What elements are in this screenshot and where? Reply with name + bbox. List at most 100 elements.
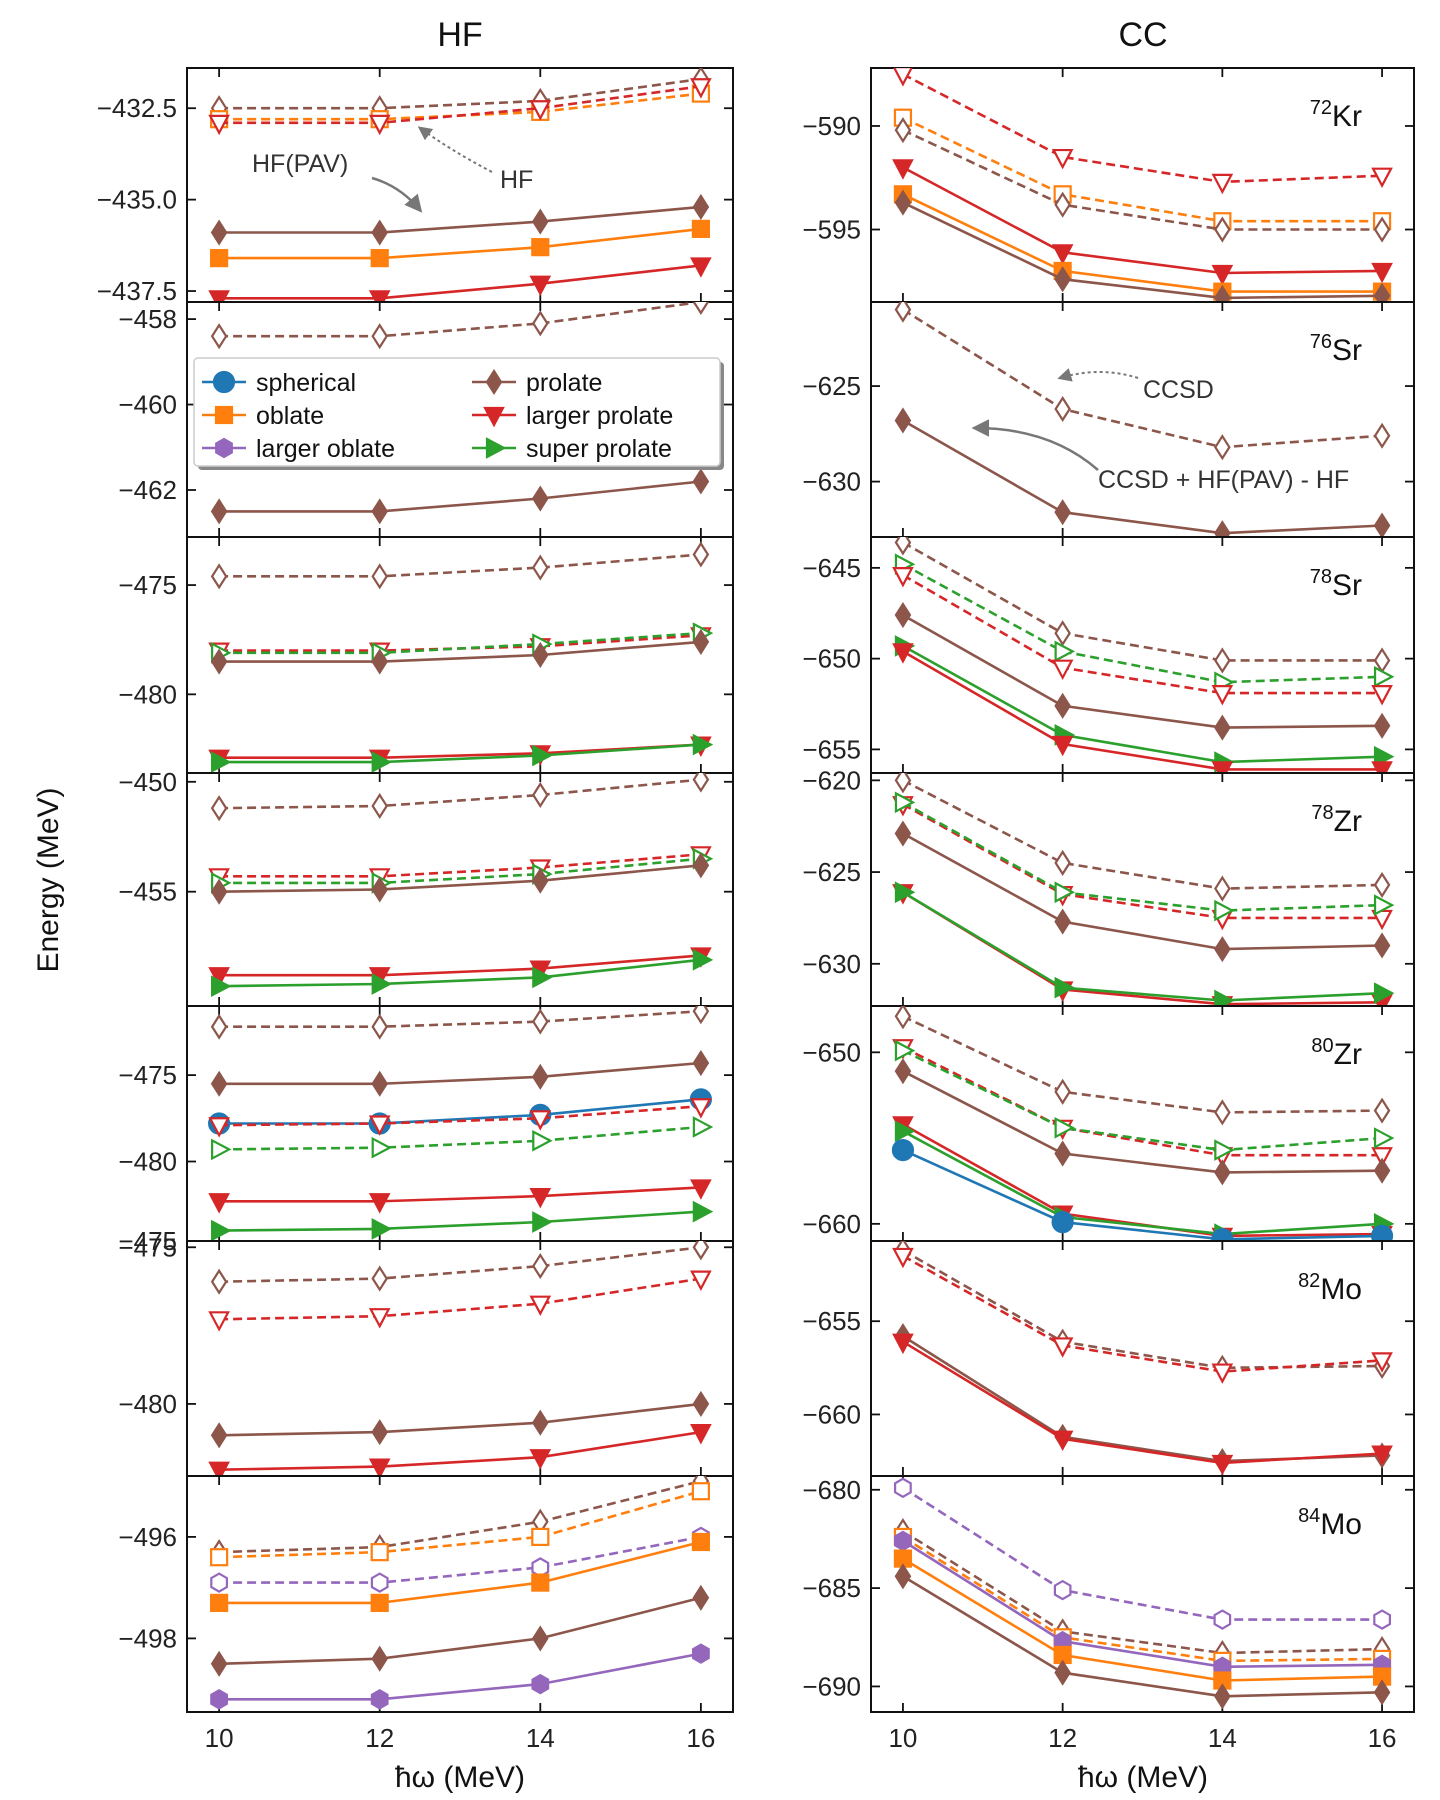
data-point-prolate bbox=[894, 602, 912, 629]
data-point-prolate bbox=[1054, 266, 1071, 293]
panel-cc-1: −625 −630 76Sr bbox=[802, 301, 1415, 538]
data-point-prolate bbox=[1373, 282, 1391, 302]
data-point-prolate bbox=[1054, 849, 1071, 876]
series-group bbox=[210, 302, 710, 525]
panel-hf-4: −475 −480 −475 bbox=[118, 1005, 734, 1256]
data-point-prolate bbox=[371, 1419, 389, 1446]
y-tick-label: −475 bbox=[118, 570, 177, 600]
y-axis-label: Energy (MeV) bbox=[32, 787, 65, 972]
nucleus-mass: 78 bbox=[1310, 566, 1332, 588]
data-point-larger_prolate bbox=[1051, 735, 1074, 757]
data-point-prolate bbox=[210, 1070, 228, 1097]
legend-box bbox=[193, 357, 721, 467]
series-line-spherical-solid bbox=[219, 1098, 702, 1125]
data-point-super_prolate bbox=[894, 1120, 916, 1143]
x-tick-label: 16 bbox=[1368, 1723, 1397, 1753]
series-line-super_prolate-dashed bbox=[219, 631, 701, 655]
data-point-prolate bbox=[1054, 395, 1071, 423]
data-point-prolate bbox=[371, 876, 389, 903]
data-point-super_prolate bbox=[1373, 665, 1395, 688]
data-point-larger_prolate bbox=[1211, 761, 1234, 773]
series-line-larger_prolate-dashed bbox=[219, 853, 702, 878]
data-point-larger_prolate bbox=[208, 1117, 230, 1138]
panel-hf-3: −450 −455 bbox=[118, 767, 734, 1007]
series-line-prolate-dashed bbox=[902, 308, 1383, 449]
series-line-prolate-solid bbox=[219, 480, 702, 513]
y-tick-label: −620 bbox=[802, 765, 861, 795]
nucleus-label: 80Zr bbox=[1311, 1035, 1362, 1071]
series-line-prolate-solid bbox=[219, 1061, 702, 1086]
data-point-larger_prolate bbox=[208, 114, 230, 136]
y-tick-label: −435.0 bbox=[97, 185, 177, 215]
y-tick-label: −475 bbox=[118, 1226, 177, 1256]
data-point-larger_prolate bbox=[1051, 659, 1074, 681]
legend: spherical prolate oblate larger prolate larg… bbox=[193, 357, 724, 470]
data-point-prolate bbox=[371, 498, 389, 525]
series-group bbox=[892, 773, 1395, 1006]
y-tick-label: −660 bbox=[802, 1399, 861, 1429]
y-tick-label: −630 bbox=[802, 467, 861, 497]
nucleus-element: Kr bbox=[1332, 100, 1362, 133]
panels: −432.5−435.0−437.5−458−460−462−475−480−4… bbox=[97, 67, 1415, 1753]
panel-hf-2: −475 −480 bbox=[118, 536, 734, 774]
data-point-prolate bbox=[1214, 936, 1231, 963]
series-line-oblate-dashed bbox=[902, 116, 1383, 223]
data-point-super_prolate bbox=[371, 751, 393, 773]
data-point-prolate bbox=[371, 1013, 389, 1040]
data-point-super_prolate bbox=[371, 973, 393, 995]
data-point-prolate bbox=[894, 820, 912, 847]
data-point-prolate bbox=[531, 781, 549, 809]
y-tick-label: −437.5 bbox=[97, 276, 177, 306]
annotation-ccsd-combo: CCSD + HF(PAV) - HF bbox=[1098, 466, 1349, 494]
nucleus-mass: 78 bbox=[1311, 802, 1333, 824]
data-point-prolate bbox=[692, 1390, 710, 1417]
series-line-super_prolate-dashed bbox=[219, 857, 702, 885]
series-line-super_prolate-solid bbox=[219, 1210, 701, 1232]
data-point-prolate bbox=[1054, 1140, 1071, 1167]
legend-label-super_prolate: super prolate bbox=[526, 435, 672, 463]
data-point-prolate bbox=[1214, 520, 1231, 537]
data-point-larger_prolate bbox=[893, 68, 913, 87]
data-point-larger_prolate bbox=[690, 78, 712, 99]
annotation-hf-pav: HF(PAV) bbox=[252, 150, 348, 178]
series-group bbox=[892, 1241, 1393, 1476]
data-point-prolate bbox=[1214, 216, 1231, 243]
data-point-prolate bbox=[531, 485, 549, 512]
data-point-larger_oblate bbox=[893, 1477, 912, 1499]
data-point-prolate bbox=[371, 1265, 389, 1292]
y-tick-label: −475 bbox=[118, 1232, 177, 1262]
series-line-oblate-dashed bbox=[219, 1489, 702, 1559]
series-line-oblate-solid bbox=[219, 1540, 702, 1605]
legend-marker-spherical bbox=[212, 370, 236, 394]
legend-label-spherical: spherical bbox=[256, 369, 356, 397]
data-point-prolate bbox=[692, 852, 710, 879]
data-point-larger_prolate bbox=[892, 1247, 914, 1269]
nucleus-label: 84Mo bbox=[1298, 1505, 1362, 1541]
series-line-larger_prolate-solid bbox=[219, 1186, 701, 1203]
panel-cc-5: −655 −660 82Mo bbox=[802, 1240, 1415, 1477]
data-point-larger_prolate bbox=[1371, 1147, 1393, 1168]
nucleus-element: Zr bbox=[1334, 805, 1362, 838]
data-point-larger_prolate bbox=[690, 1424, 712, 1445]
legend-label-larger_prolate: larger prolate bbox=[526, 402, 673, 430]
y-tick-label: −645 bbox=[802, 553, 861, 583]
data-point-prolate bbox=[692, 628, 710, 655]
data-point-prolate bbox=[1214, 1159, 1231, 1186]
series-group bbox=[208, 1006, 714, 1241]
data-point-prolate bbox=[371, 563, 389, 590]
data-point-larger_oblate bbox=[691, 1643, 710, 1664]
data-point-prolate bbox=[1373, 1679, 1391, 1706]
data-point-prolate bbox=[894, 1563, 912, 1590]
data-point-super_prolate bbox=[1054, 640, 1075, 663]
data-point-super_prolate bbox=[692, 1200, 714, 1223]
data-point-larger_prolate bbox=[368, 290, 391, 302]
data-point-super_prolate bbox=[692, 733, 714, 756]
data-point-prolate bbox=[210, 219, 228, 246]
data-point-prolate bbox=[531, 1063, 549, 1090]
series-line-prolate-solid bbox=[219, 1402, 702, 1437]
data-point-prolate bbox=[1214, 1099, 1231, 1126]
data-point-prolate bbox=[1214, 875, 1231, 902]
data-point-prolate bbox=[531, 1409, 549, 1436]
series-line-larger_oblate-dashed bbox=[902, 1486, 1383, 1621]
